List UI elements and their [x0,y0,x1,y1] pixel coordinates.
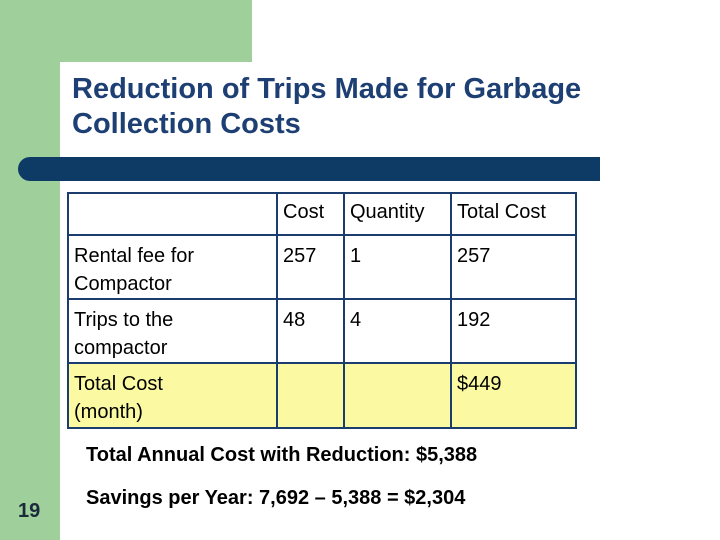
table-cell: 48 [276,298,345,364]
table-cell [276,362,345,429]
title: Reduction of Trips Made for Garbage Coll… [72,73,582,140]
header-cell [67,192,278,236]
table-cell: 192 [450,298,577,364]
table-cell: 4 [343,298,452,364]
table-cell: Total Cost (month) [67,362,278,429]
note: Savings per Year: 7,692 – 5,388 = $2,304 [86,487,466,509]
table-cell: 257 [276,234,345,300]
table-cell: 1 [343,234,452,300]
green-strip [0,0,60,540]
table-cell: Trips to the compactor [67,298,278,364]
table-cell: Rental fee for Compactor [67,234,278,300]
header-cell: Total Cost [450,192,577,236]
table-cell: 257 [450,234,577,300]
header-cell: Cost [276,192,345,236]
slide-number: 19 [18,500,41,522]
title-bar [18,157,600,181]
table-cell: $449 [450,362,577,429]
content-area [60,62,720,540]
table-cell [343,362,452,429]
note: Total Annual Cost with Reduction: $5,388 [86,444,478,466]
header-cell: Quantity [343,192,452,236]
